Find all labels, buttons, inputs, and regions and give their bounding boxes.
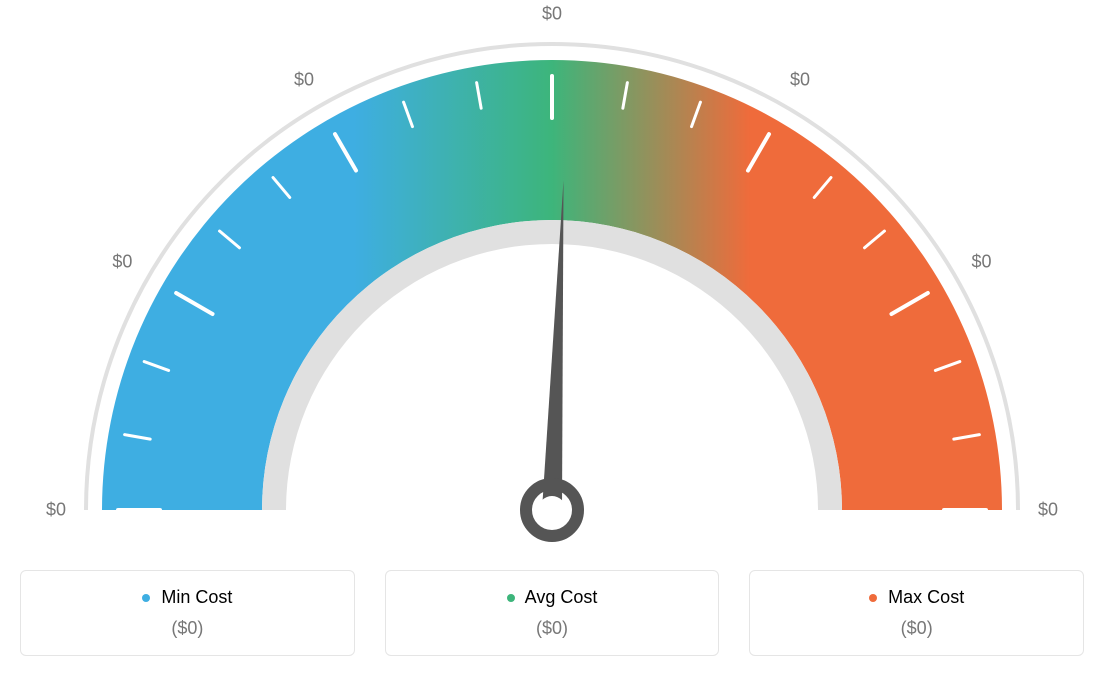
scale-label-5: $0 — [972, 252, 992, 273]
scale-label-4: $0 — [790, 70, 810, 91]
legend-avg-label: Avg Cost — [525, 587, 598, 607]
legend-row: Min Cost ($0) Avg Cost ($0) Max Cost ($0… — [20, 570, 1084, 656]
scale-label-3: $0 — [542, 4, 562, 25]
dot-min — [142, 594, 150, 602]
scale-label-0: $0 — [46, 500, 66, 521]
legend-min: Min Cost ($0) — [20, 570, 355, 656]
dot-avg — [507, 594, 515, 602]
dot-max — [869, 594, 877, 602]
legend-max-label: Max Cost — [888, 587, 964, 607]
legend-max-value: ($0) — [762, 618, 1071, 639]
scale-label-6: $0 — [1038, 500, 1058, 521]
scale-label-2: $0 — [294, 70, 314, 91]
gauge-svg — [20, 20, 1084, 560]
legend-min-value: ($0) — [33, 618, 342, 639]
legend-min-label: Min Cost — [161, 587, 232, 607]
legend-max: Max Cost ($0) — [749, 570, 1084, 656]
cost-gauge: $0$0$0$0$0$0$0 — [20, 20, 1084, 560]
scale-label-1: $0 — [112, 252, 132, 273]
legend-avg-value: ($0) — [398, 618, 707, 639]
legend-avg: Avg Cost ($0) — [385, 570, 720, 656]
